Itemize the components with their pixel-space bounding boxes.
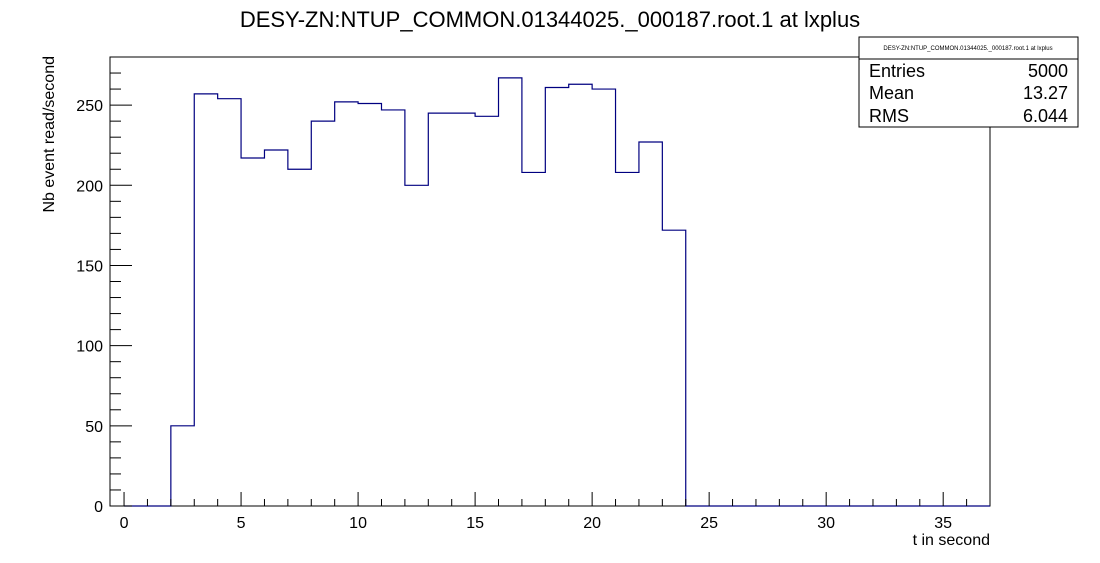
stats-entries-label: Entries	[869, 61, 925, 81]
stats-mean-value: 13.27	[1023, 83, 1068, 103]
histogram-bin	[194, 94, 217, 506]
histogram-bin	[381, 110, 404, 506]
stats-rms-label: RMS	[869, 106, 909, 126]
x-tick-label: 25	[700, 515, 718, 532]
y-axis-ticks: 0 50 100 150 200 250	[76, 56, 132, 516]
histogram-bin	[616, 172, 639, 506]
histogram-outline	[124, 77, 990, 507]
y-tick-label: 0	[94, 499, 103, 516]
stats-entries-value: 5000	[1028, 61, 1068, 81]
histogram-bin	[499, 78, 522, 506]
x-tick-label: 0	[120, 515, 129, 532]
y-tick-label: 50	[85, 419, 103, 436]
chart-title: DESY-ZN:NTUP_COMMON.01344025._000187.roo…	[240, 7, 860, 32]
histogram-bin	[569, 84, 592, 506]
x-tick-label: 15	[466, 515, 484, 532]
histogram-series	[124, 77, 990, 507]
x-tick-label: 35	[934, 515, 952, 532]
histogram-bin	[171, 426, 194, 506]
y-tick-label: 150	[76, 258, 103, 275]
histogram-bin	[452, 113, 475, 506]
histogram-bin	[475, 116, 498, 506]
histogram-bin	[311, 121, 334, 506]
histogram-bin	[592, 89, 615, 506]
y-tick-label: 250	[76, 98, 103, 115]
histogram-bin	[522, 172, 545, 506]
x-tick-label: 30	[817, 515, 835, 532]
histogram-bin	[662, 230, 685, 506]
histogram-bin	[405, 185, 428, 506]
x-tick-label: 10	[349, 515, 367, 532]
stats-rms-value: 6.044	[1023, 106, 1068, 126]
y-tick-label: 100	[76, 339, 103, 356]
x-axis-ticks: 0 5 10 15 20 25 30 35	[120, 492, 968, 532]
y-axis-label: Nb event read/second	[41, 56, 58, 213]
histogram-bin	[358, 104, 381, 506]
x-axis-label: t in second	[913, 532, 990, 549]
x-tick-label: 20	[583, 515, 601, 532]
x-tick-label: 5	[237, 515, 246, 532]
y-tick-label: 200	[76, 178, 103, 195]
histogram-bin	[264, 150, 287, 506]
histogram-bin	[288, 169, 311, 506]
stats-box-title: DESY-ZN:NTUP_COMMON.01344025._000187.roo…	[883, 46, 1052, 52]
histogram-bin	[428, 113, 451, 506]
histogram-bin	[335, 102, 358, 506]
stats-box-frame	[858, 36, 1079, 128]
histogram-bin	[545, 87, 568, 506]
stats-mean-label: Mean	[869, 83, 914, 103]
histogram-bin	[218, 99, 241, 506]
histogram-bin	[241, 158, 264, 506]
histogram-bin	[639, 142, 662, 506]
stats-box: DESY-ZN:NTUP_COMMON.01344025._000187.roo…	[858, 36, 1079, 128]
